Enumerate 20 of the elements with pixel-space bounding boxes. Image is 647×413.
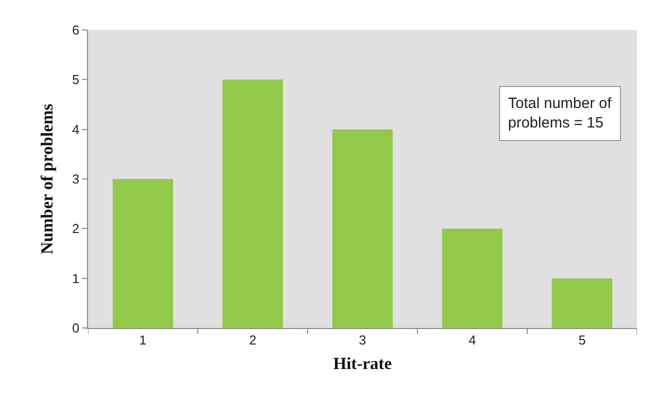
x-tick-label: 1 <box>139 332 147 348</box>
x-tick-label: 5 <box>578 332 586 348</box>
x-axis-title: Hit-rate <box>333 354 392 373</box>
bar <box>222 80 283 328</box>
y-axis-title: Number of problems <box>38 103 57 254</box>
y-tick-label: 0 <box>72 320 80 336</box>
annotation: Total number of problems = 15 <box>508 95 612 132</box>
y-tick-label: 3 <box>72 172 80 187</box>
x-tick-label: 3 <box>358 332 366 348</box>
y-tick-label: 2 <box>72 221 80 236</box>
y-tick-label: 1 <box>72 270 80 286</box>
y-tick-label: 5 <box>72 72 80 88</box>
bar <box>442 228 502 328</box>
bar <box>112 179 174 328</box>
x-tick-label: 2 <box>249 332 256 348</box>
y-tick-label: 4 <box>72 122 80 137</box>
bar <box>332 129 393 328</box>
y-tick-label: 6 <box>72 22 80 38</box>
bar <box>552 278 612 328</box>
x-tick-label: 4 <box>468 332 476 348</box>
